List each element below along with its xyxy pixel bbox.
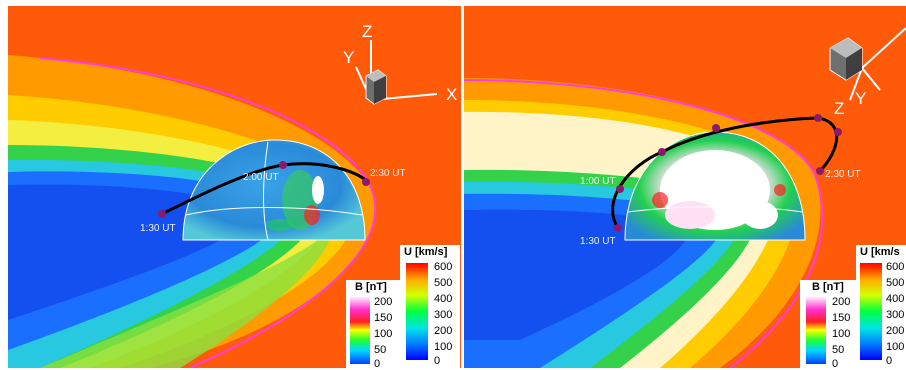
time-label-2: 1:30 UT xyxy=(580,236,616,247)
colorbar-u-tick: 300 xyxy=(434,309,452,321)
colorbar-b-tick: 100 xyxy=(374,328,392,340)
colorbar-u-tick: 400 xyxy=(434,293,452,305)
colorbar-u: U [km/s] 600 500 400 300 200 100 0 xyxy=(400,245,460,368)
magnetopause-line xyxy=(464,79,824,368)
colorbar-b-tick: 0 xyxy=(832,358,838,370)
axis-triad: Z Y X xyxy=(343,22,457,105)
colorbar-u-tick: 500 xyxy=(886,277,904,289)
colorbar-u-tick: 500 xyxy=(434,277,452,289)
colorbar-b-tick: 200 xyxy=(832,296,850,308)
colorbar-u-tick: 400 xyxy=(886,293,904,305)
axis-triad: Z Y xyxy=(829,27,906,118)
colorbar-b-tick: 150 xyxy=(832,312,850,324)
colorbar-b-tick: 0 xyxy=(374,358,380,370)
magnetosheath-lower-green xyxy=(40,230,331,368)
spacecraft-marker xyxy=(158,210,166,218)
time-label-2: 2:00 UT xyxy=(243,172,279,183)
colorbar-u-tick: 600 xyxy=(434,261,452,273)
spacecraft-marker xyxy=(834,128,842,136)
spacecraft-marker xyxy=(614,224,622,232)
colorbar-b-tick: 150 xyxy=(374,312,392,324)
colorbar-u-tick: 200 xyxy=(434,325,452,337)
axis-label-z: Z xyxy=(834,99,844,118)
inner-boundary-dome xyxy=(624,131,806,241)
spacecraft-marker xyxy=(362,178,370,186)
colorbar-b-tick: 50 xyxy=(832,344,844,356)
axis-label-y: Y xyxy=(855,89,866,108)
colorbar-u-tick: 200 xyxy=(886,325,904,337)
colorbar-u-tick: 100 xyxy=(434,341,452,353)
colorbar-u-title: U [km/s xyxy=(860,246,900,258)
left-panel: 1:30 UT 2:00 UT 2:30 UT Z Y X U [km/s] 6… xyxy=(8,6,461,370)
colorbar-b-title: B [nT] xyxy=(355,281,387,293)
colorbar-b: B [nT] 200 150 100 50 0 xyxy=(800,280,856,370)
spacecraft-marker xyxy=(658,148,666,156)
colorbar-u: U [km/s 600 500 400 300 200 100 0 xyxy=(856,245,906,368)
colorbar-u-tick: 0 xyxy=(434,355,440,367)
time-label-3: 2:30 UT xyxy=(825,169,861,180)
colorbar-b-tick: 200 xyxy=(374,296,392,308)
colorbar-u-tick: 600 xyxy=(886,261,904,273)
colorbar-b-tick: 50 xyxy=(374,344,386,356)
spacecraft-marker xyxy=(712,124,720,132)
time-label-1: 1:30 UT xyxy=(140,223,176,234)
colorbar-b-title: B [nT] xyxy=(812,281,844,293)
colorbar-u-tick: 100 xyxy=(886,341,904,353)
axis-label-y: Y xyxy=(343,48,354,67)
right-panel: 1:00 UT 1:30 UT 2:30 UT Z Y U [km/s 600 … xyxy=(464,6,906,370)
colorbar-b: B [nT] 200 150 100 50 0 xyxy=(346,280,400,370)
time-label-3: 2:30 UT xyxy=(370,168,406,179)
magnetosphere-core xyxy=(464,209,690,340)
axis-label-x: X xyxy=(446,85,457,104)
spacecraft-marker xyxy=(816,167,824,175)
colorbar-u-title: U [km/s] xyxy=(404,246,448,258)
spacecraft-marker xyxy=(616,185,624,193)
time-label-1: 1:00 UT xyxy=(580,176,616,187)
magnetopause-line xyxy=(39,57,377,368)
axis-label-z: Z xyxy=(362,22,372,41)
spacecraft-marker xyxy=(279,161,287,169)
spacecraft-marker xyxy=(814,114,822,122)
colorbar-u-tick: 300 xyxy=(886,309,904,321)
colorbar-b-tick: 100 xyxy=(832,328,850,340)
colorbar-u-tick: 0 xyxy=(886,355,892,367)
